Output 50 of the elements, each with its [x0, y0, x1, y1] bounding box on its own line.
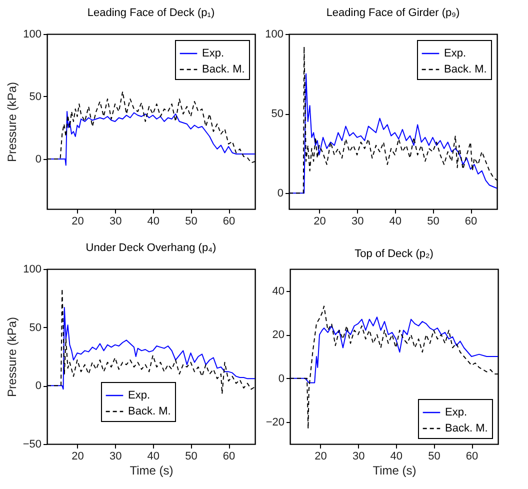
chart-title: Top of Deck (p₂)	[354, 248, 434, 260]
y-tick-label: 100	[23, 28, 42, 40]
legend-label: Back. M.	[202, 64, 245, 76]
y-tick-label: −50	[22, 438, 42, 450]
x-tick-label: 60	[222, 450, 236, 462]
legend-label: Exp.	[128, 390, 150, 402]
x-tick-label: 60	[464, 216, 478, 228]
y-axis-title: Pressure (kPa)	[4, 316, 19, 398]
x-tick-label: 40	[389, 216, 402, 228]
y-tick-label: 50	[29, 322, 42, 334]
x-tick-label: 50	[428, 450, 440, 462]
y-tick-label: 20	[272, 329, 284, 342]
x-tick-label: 50	[185, 216, 198, 228]
x-tick-label: 40	[147, 216, 160, 228]
legend-label: Back. M.	[444, 64, 487, 76]
x-tick-label: 30	[352, 450, 365, 462]
legend-label: Exp.	[202, 48, 224, 60]
y-tick-label: 50	[29, 91, 42, 103]
y-tick-label: 0	[278, 372, 284, 385]
chart-title: Leading Face of Deck (p₁)	[87, 7, 215, 19]
legend-label: Exp.	[444, 48, 466, 60]
legend-label: Exp.	[445, 406, 468, 418]
x-tick-label: 20	[314, 216, 326, 228]
y-tick-label: 40	[272, 285, 284, 298]
x-tick-label: 20	[72, 216, 84, 228]
y-tick-label: 0	[35, 380, 42, 392]
y-tick-label: 100	[265, 28, 284, 40]
x-axis-title: Time (s)	[130, 464, 174, 478]
x-tick-label: 30	[109, 450, 122, 462]
x-tick-label: 20	[72, 450, 84, 462]
x-tick-label: 20	[314, 450, 327, 462]
legend-label: Back. M.	[128, 406, 171, 418]
legend-label: Back. M.	[445, 422, 488, 434]
y-axis-title: Pressure (kPa)	[5, 82, 20, 162]
x-tick-label: 30	[109, 216, 122, 228]
x-axis-title: Time (s)	[372, 464, 416, 478]
x-tick-label: 50	[427, 216, 440, 228]
x-tick-label: 50	[185, 450, 198, 462]
x-tick-label: 40	[390, 450, 403, 462]
y-tick-label: 0	[277, 188, 284, 200]
chart-title: Leading Face of Girder (p₉)	[326, 7, 460, 19]
y-tick-label: 0	[35, 154, 42, 166]
x-tick-label: 60	[466, 450, 478, 462]
y-tick-label: −20	[266, 416, 284, 429]
x-tick-label: 30	[351, 216, 364, 228]
y-tick-label: 50	[271, 108, 284, 120]
y-tick-label: 100	[23, 264, 42, 276]
x-tick-label: 40	[147, 450, 160, 462]
x-tick-label: 60	[222, 216, 236, 228]
chart-title: Under Deck Overhang (p₄)	[86, 242, 216, 254]
